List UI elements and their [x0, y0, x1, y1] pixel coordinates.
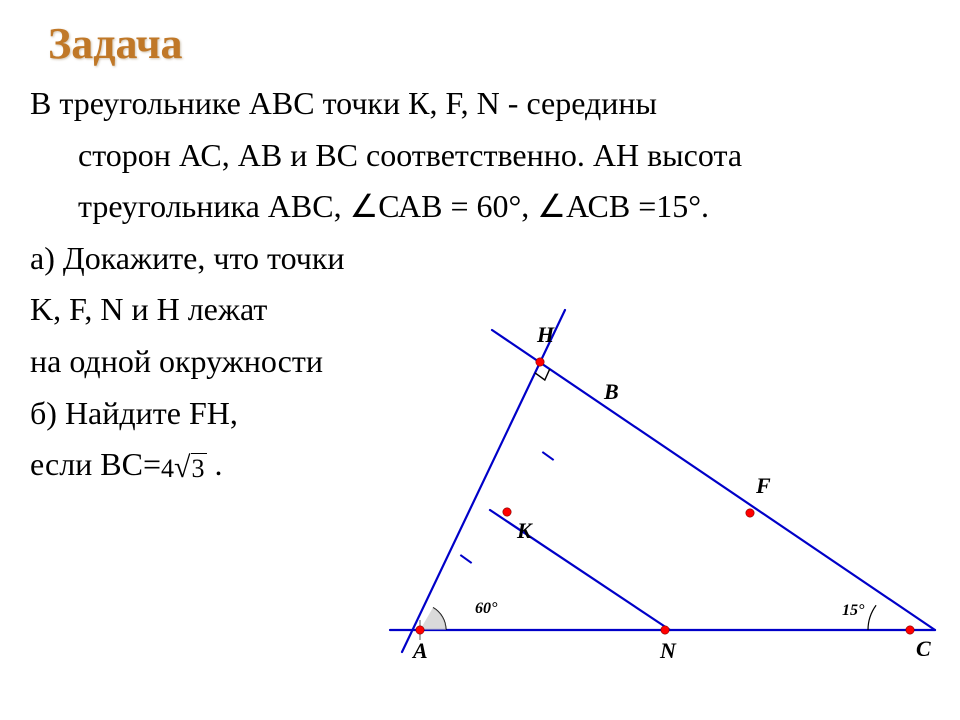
- point-label-N: N: [660, 638, 676, 664]
- prob-line-2: сторон АС, АВ и ВС соответственно. АН вы…: [78, 131, 930, 181]
- angle-label-C15: 15°: [842, 602, 864, 620]
- part-b-value: если ВС=4√3 .: [30, 440, 930, 490]
- part-a-head: а) Докажите, что точки: [30, 234, 930, 284]
- point-label-C: C: [916, 636, 931, 662]
- part-a-line3: на одной окружности: [30, 337, 930, 387]
- part-b-head: б) Найдите FH,: [30, 389, 930, 439]
- prob-line-1: В треугольнике АВС точки К, F, N - серед…: [30, 79, 930, 129]
- page-title: Задача: [0, 0, 960, 79]
- prob-line-3: треугольника АВС, ∠САВ = 60°, ∠АСВ =15°.: [78, 182, 930, 232]
- angle-label-A60: 60°: [475, 600, 497, 618]
- point-label-A: A: [413, 638, 428, 664]
- part-a-line2: K, F, N и H лежат: [30, 285, 930, 335]
- problem-text: В треугольнике АВС точки К, F, N - серед…: [0, 79, 960, 490]
- point-label-K: K: [517, 518, 532, 544]
